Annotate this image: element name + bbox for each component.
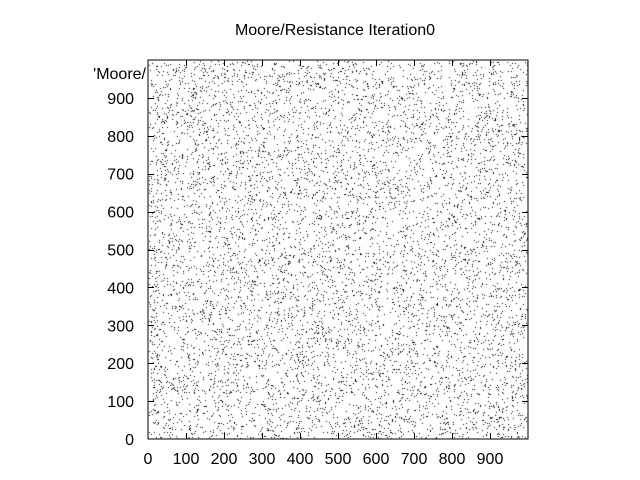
y-tick-label: 900	[107, 91, 134, 108]
y-tick-label: 600	[107, 205, 134, 222]
legend-entry: 'Moore/	[93, 66, 146, 83]
x-tick-label: 100	[173, 451, 200, 468]
x-tick-label: 800	[439, 451, 466, 468]
y-tick-label: 700	[107, 167, 134, 184]
y-tick-label: 100	[107, 394, 134, 411]
y-tick-label: 0	[125, 432, 134, 449]
x-tick-label: 400	[287, 451, 314, 468]
x-axis: 0 100 200 300 400 500 600 700 800 900	[144, 60, 504, 468]
x-tick-label: 600	[363, 451, 390, 468]
y-tick-label: 800	[107, 129, 134, 146]
x-tick-label: 900	[477, 451, 504, 468]
plot-border	[147, 59, 529, 440]
x-tick-label: 200	[211, 451, 238, 468]
y-tick-label: 400	[107, 280, 134, 297]
y-tick-label: 200	[107, 356, 134, 373]
x-tick-label: 0	[144, 451, 153, 468]
x-tick-label: 300	[249, 451, 276, 468]
x-tick-label: 700	[401, 451, 428, 468]
y-axis: 0 100 200 300 400 500 600 700 800 900	[107, 91, 528, 449]
x-tick-label: 500	[325, 451, 352, 468]
y-tick-label: 500	[107, 243, 134, 260]
chart-title: Moore/Resistance Iteration0	[235, 22, 435, 39]
y-tick-label: 300	[107, 318, 134, 335]
